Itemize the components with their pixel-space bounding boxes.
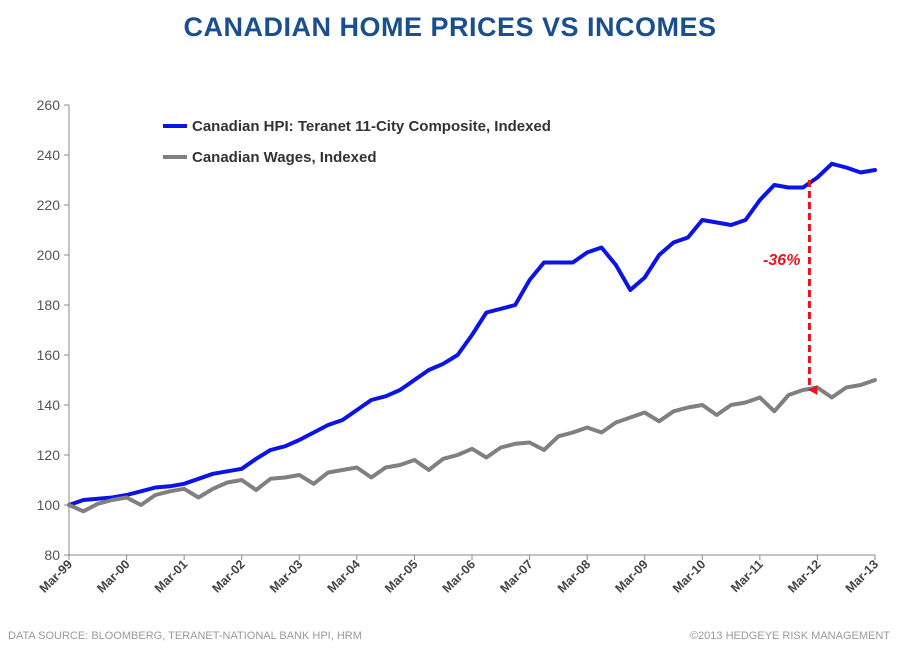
x-axis-ticks: Mar-99 Mar-00 Mar-01 Mar-02 Mar-03 Mar-04 Mar-… — [37, 555, 881, 596]
x-tick-label: Mar-10 — [670, 557, 708, 595]
x-tick-label: Mar-07 — [497, 557, 535, 595]
x-tick-label: Mar-00 — [94, 557, 132, 595]
y-tick-label: 240 — [37, 147, 61, 163]
y-tick-label: 100 — [37, 497, 61, 513]
x-tick-label: Mar-12 — [785, 557, 823, 595]
data-source-note: DATA SOURCE: BLOOMBERG, TERANET-NATIONAL… — [8, 630, 362, 642]
chart-title: CANADIAN HOME PRICES VS INCOMES — [183, 12, 717, 42]
x-tick-label: Mar-08 — [555, 557, 593, 595]
y-tick-label: 200 — [37, 247, 61, 263]
legend-label-wages: Canadian Wages, Indexed — [192, 149, 377, 166]
legend-label-hpi: Canadian HPI: Teranet 11-City Composite,… — [192, 118, 551, 135]
x-tick-label: Mar-13 — [843, 557, 881, 595]
annotations: -36% — [763, 180, 818, 395]
x-tick-label: Mar-02 — [209, 557, 247, 595]
y-tick-label: 80 — [44, 547, 60, 563]
series-line-wages — [67, 378, 877, 514]
y-axis-ticks: 80 100 120 140 160 180 200 220 240 260 — [37, 97, 69, 563]
x-tick-label: Mar-03 — [267, 557, 305, 595]
x-tick-label: Mar-11 — [728, 557, 766, 595]
copyright-note: ©2013 HEDGEYE RISK MANAGEMENT — [689, 630, 890, 642]
y-tick-label: 140 — [37, 397, 61, 413]
series-lines — [67, 161, 877, 514]
y-tick-label: 220 — [37, 197, 61, 213]
annotation-label: -36% — [763, 252, 800, 269]
x-tick-label: Mar-04 — [325, 557, 363, 595]
y-tick-label: 120 — [37, 447, 61, 463]
x-tick-label: Mar-05 — [382, 557, 420, 595]
x-tick-label: Mar-09 — [612, 557, 650, 595]
series-line-hpi — [67, 161, 877, 507]
y-tick-label: 180 — [37, 297, 61, 313]
x-tick-label: Mar-06 — [440, 557, 478, 595]
x-tick-label: Mar-01 — [152, 557, 190, 595]
legend: Canadian HPI: Teranet 11-City Composite,… — [163, 118, 551, 166]
axes — [68, 105, 875, 556]
y-tick-label: 260 — [37, 97, 61, 113]
y-tick-label: 160 — [37, 347, 61, 363]
